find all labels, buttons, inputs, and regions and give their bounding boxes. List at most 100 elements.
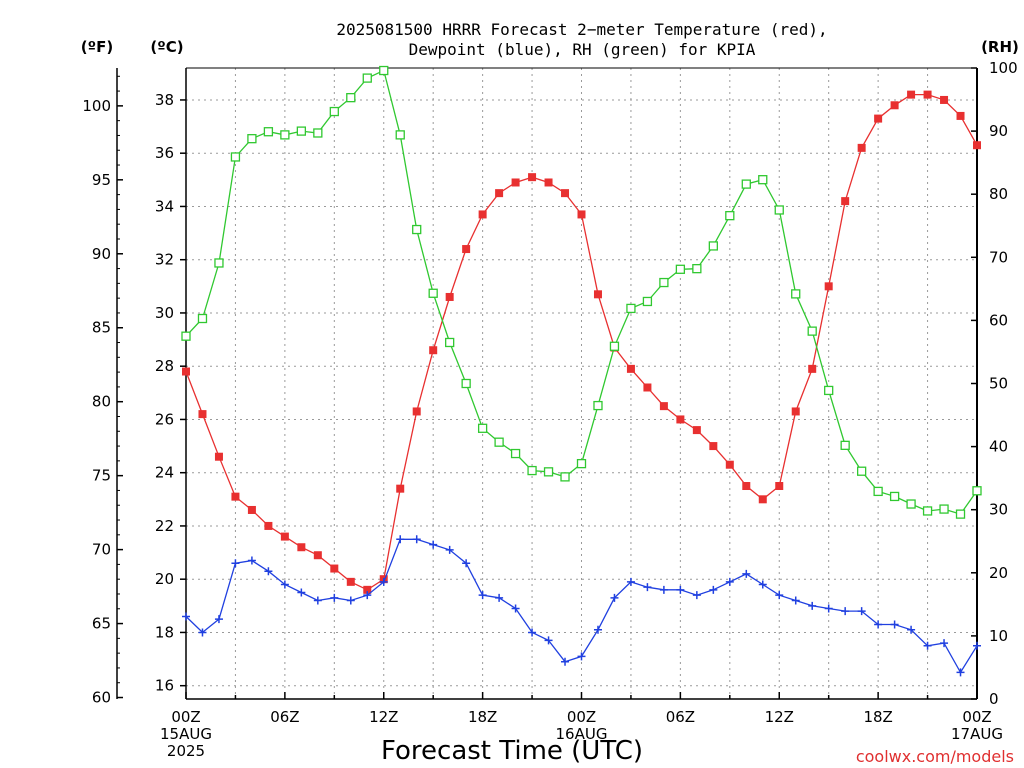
celsius-tick-label: 34 [155,197,174,215]
x-tick-label: 18Z [863,708,892,726]
temperature-point [643,383,652,392]
dewpoint-point [709,585,718,594]
temperature-point [577,210,586,219]
rh-point [626,303,636,314]
dewpoint-point [462,559,471,568]
rh-tick-label: 10 [989,627,1008,645]
dewpoint-point [313,596,322,605]
temperature-point [231,492,240,501]
temperature-point [626,364,635,373]
celsius-tick-label: 38 [155,91,174,109]
temperature-line [185,93,978,591]
rh-tick-label: 100 [989,59,1018,77]
temperature-point [264,521,273,530]
rh-point [329,106,339,117]
dewpoint-point [841,607,850,616]
dewpoint-point [907,625,916,634]
temperature-point [907,90,916,99]
rh-point [313,128,323,138]
rh-point [362,73,372,83]
rh-tick-label: 0 [989,690,999,708]
dewpoint-point [725,577,734,586]
rh-point [873,486,883,497]
dewpoint-point [659,585,668,594]
temperature-point [890,101,899,110]
temperature-point [297,543,306,552]
temperature-point [346,577,355,586]
rh-point [346,93,356,103]
dewpoint-point [808,601,817,610]
fahrenheit-tick-label: 85 [92,319,111,337]
rh-point [955,509,966,519]
x-tick-label: 12Z [369,708,398,726]
rh-point [593,400,603,411]
plot-frame [116,67,978,700]
chart-title-line-1: 2025081500 HRRR Forecast 2−meter Tempera… [336,20,827,39]
rh-point [906,499,916,509]
rh-point [675,264,686,274]
grid [186,68,977,699]
fahrenheit-tick-label: 70 [92,541,111,559]
dewpoint-point [330,593,339,602]
rh-point [774,205,784,215]
dewpoint-point [775,591,784,600]
fahrenheit-tick-label: 75 [92,467,111,485]
dewpoint-point [528,628,537,637]
dewpoint-point [182,612,190,621]
dewpoint-point [346,596,355,605]
celsius-tick-label: 32 [155,251,174,269]
x-axis-label: Forecast Time (UTC) [381,736,643,766]
dewpoint-point [495,593,504,602]
rh-point [527,465,537,476]
rh-point [247,134,257,144]
rh-tick-label: 60 [989,311,1008,329]
rh-point [461,378,471,389]
rh-point [807,326,817,336]
celsius-tick-label: 28 [155,357,174,375]
rh-point [972,486,982,496]
celsius-tick-label: 24 [155,464,174,482]
temperature-point [528,173,537,182]
rh-point [214,258,224,268]
dewpoint-point [478,591,487,600]
celsius-tick-label: 26 [155,410,174,428]
rh-point [939,504,949,514]
temperature-point [247,505,256,514]
rh-tick-label: 50 [989,375,1008,393]
x-tick-label: 00Z [962,708,991,726]
temperature-point [973,141,981,150]
rh-point [791,289,801,299]
fahrenheit-tick-label: 95 [92,171,111,189]
dewpoint-point [511,604,520,613]
dewpoint-point [940,639,949,648]
dewpoint-point [890,620,899,629]
x-tick-label: 15AUG [160,725,212,743]
dewpoint-point [231,559,240,568]
temperature-point [725,460,734,469]
temperature-point [692,426,701,435]
x-tick-label: 12Z [765,708,794,726]
dewpoint-point [445,545,454,554]
temperature-point [445,292,454,301]
rh-point [560,472,570,482]
temperature-point [561,189,570,198]
temperature-point [824,282,833,291]
rh-point [477,423,488,433]
rh-unit-label: (RH) [981,38,1019,56]
temperature-point [280,532,289,541]
dewpoint-point [758,580,767,589]
temperature-point [709,442,718,451]
chart-title-line-2: Dewpoint (blue), RH (green) for KPIA [409,40,756,59]
temperature-point [478,210,487,219]
temperature-point [956,111,965,120]
temperature-point [742,482,751,491]
rh-point [856,466,867,476]
rh-point [197,313,208,324]
dewpoint-point [544,636,553,645]
x-tick-label: 2025 [167,742,205,760]
dewpoint-point [214,615,223,624]
fahrenheit-tick-label: 100 [82,97,111,115]
temperature-point [462,245,471,254]
x-tick-label: 06Z [270,708,299,726]
